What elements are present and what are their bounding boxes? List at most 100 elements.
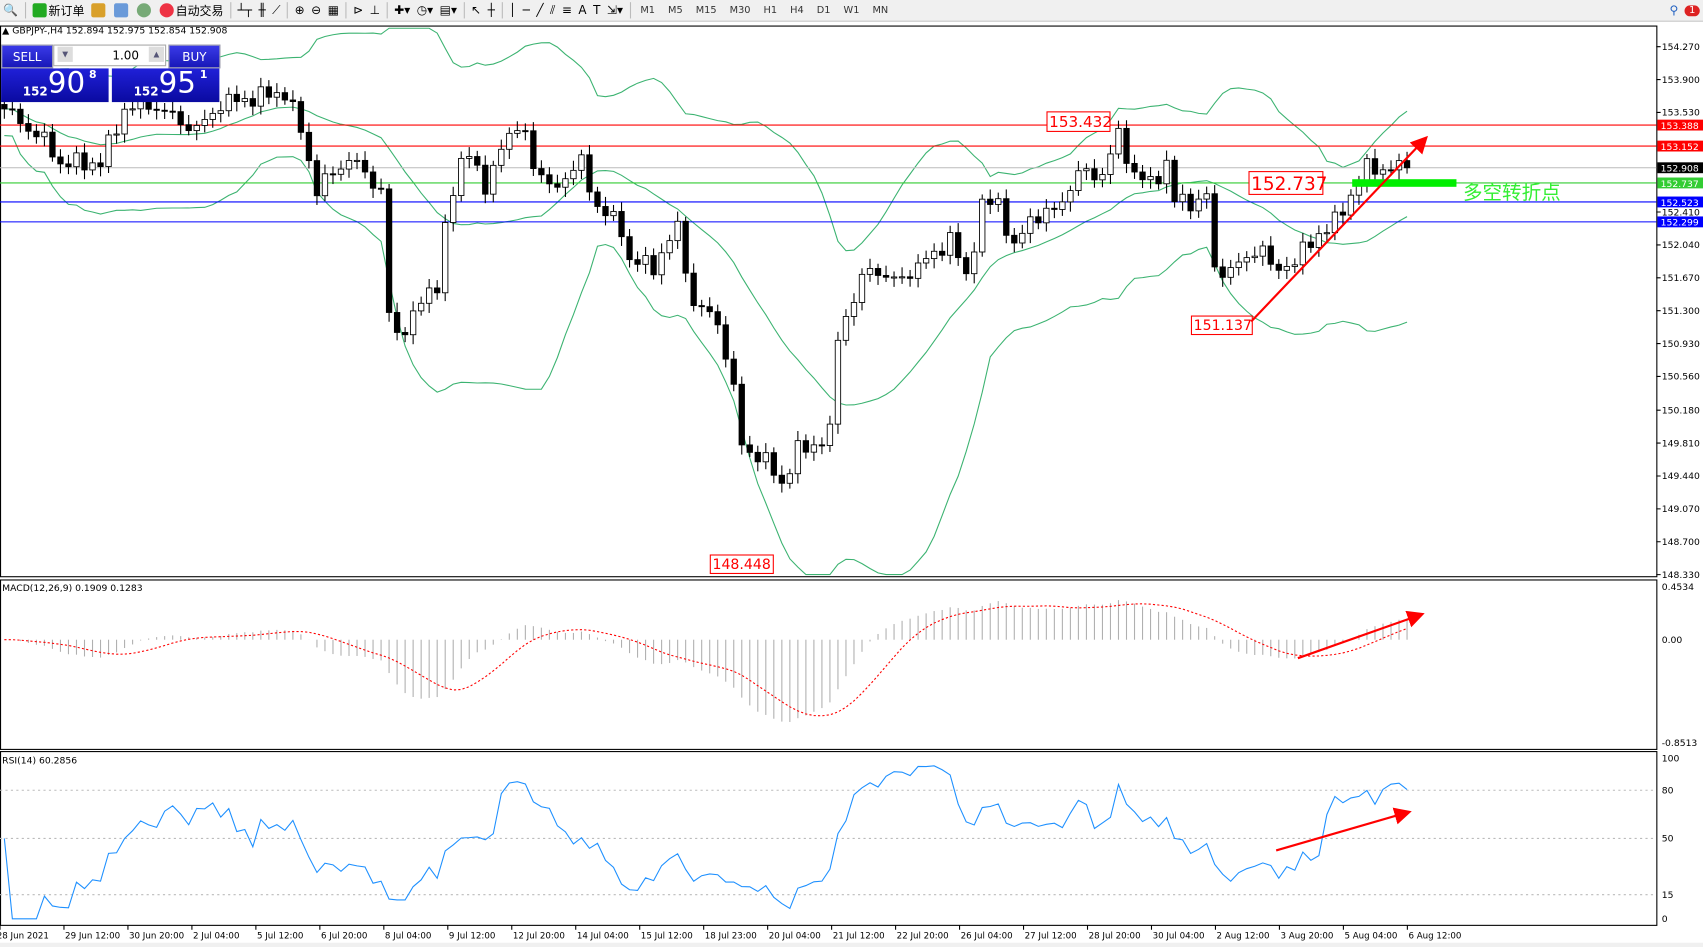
templates-icon[interactable]: ▤▾ (439, 3, 457, 18)
signals-icon[interactable] (133, 0, 156, 21)
timeframe-m15[interactable]: M15 (695, 4, 717, 16)
pivot-label-152737: 152.737 (1251, 174, 1327, 195)
timeframe-m30[interactable]: M30 (729, 4, 751, 16)
fibonacci-icon[interactable]: ≡ (561, 3, 572, 18)
candle-body (1, 104, 8, 110)
candle-body (690, 272, 697, 307)
price-pane (0, 25, 1658, 578)
level-label: 152.523 (1661, 198, 1699, 209)
crosshair-icon[interactable]: ┼ (487, 3, 495, 18)
candle-body (41, 131, 48, 138)
channel-icon[interactable]: ⫽ (550, 2, 556, 17)
candle-body (153, 108, 160, 111)
time-axis-label: 2 Aug 12:00 (1217, 931, 1270, 941)
candle-body (466, 156, 473, 159)
text-label-icon[interactable]: T (593, 3, 601, 18)
lot-increase-button[interactable]: ▲ (148, 46, 165, 62)
rsi-axis-label: 50 (1662, 834, 1674, 845)
candle-body (1043, 207, 1050, 224)
timeframe-mn[interactable]: MN (872, 4, 889, 16)
candle-body (393, 312, 401, 333)
candle-body (169, 110, 176, 113)
candle-body (1243, 257, 1250, 263)
candle-body (450, 195, 457, 223)
trendline-icon[interactable]: ╱ (536, 3, 544, 18)
candle-body (1171, 159, 1178, 203)
timeframe-w1[interactable]: W1 (843, 4, 860, 16)
auto-trading-button[interactable]: 自动交易 (156, 0, 227, 21)
line-chart-icon[interactable]: ⟋ (272, 2, 281, 17)
horizontal-line-icon[interactable]: ─ (522, 3, 530, 18)
candle-body (1235, 261, 1242, 269)
autoscroll-icon[interactable]: ⊳ (353, 3, 364, 18)
zoom-icon[interactable]: 🔍 (3, 3, 19, 18)
candle-body (746, 444, 753, 453)
candle-body (754, 451, 761, 463)
candle-body (866, 268, 874, 275)
timeframe-h1[interactable]: H1 (763, 4, 778, 16)
timeframe-h4[interactable]: H4 (790, 4, 804, 16)
candle-body (1379, 169, 1387, 175)
periods-icon[interactable]: ◷▾ (416, 3, 434, 18)
candle-body (650, 255, 657, 276)
candle-body (273, 92, 281, 98)
candle-body (594, 191, 601, 207)
search-icon[interactable]: ⚲ (1669, 3, 1679, 18)
lot-size-input[interactable]: 1.00 (53, 44, 167, 67)
candle-body (730, 358, 737, 385)
indicators-icon[interactable]: ✚▾ (394, 3, 411, 18)
chart-area[interactable]: 153.388 153.152 152.908 152.737 152.523 152.2… (0, 23, 1703, 947)
candle-body (1331, 211, 1339, 234)
candle-chart-icon[interactable]: ╫ (258, 3, 266, 18)
candle-body (385, 188, 393, 313)
price-axis-label: 151.300 (1662, 306, 1700, 317)
new-order-button[interactable]: 新订单 (29, 0, 88, 21)
candle-body (1011, 234, 1018, 244)
price-axis-label: 148.330 (1662, 570, 1700, 581)
arrows-icon[interactable]: ⇲▾ (606, 3, 623, 18)
candle-body (874, 268, 882, 276)
lot-decrease-button[interactable]: ▼ (57, 46, 73, 62)
candle-body (161, 109, 168, 112)
buy-price-pip: 1 (199, 69, 208, 82)
buy-button[interactable]: BUY (168, 44, 221, 69)
candle-body (305, 131, 313, 162)
time-axis-label: 28 Jul 20:00 (1089, 931, 1141, 941)
sell-button[interactable]: SELL (1, 44, 54, 69)
vertical-line-icon[interactable]: │ (508, 3, 517, 18)
candle-body (401, 332, 409, 336)
candle-body (177, 111, 184, 126)
navigator-icon[interactable] (110, 0, 133, 21)
pivot-label-152737-box (1248, 171, 1324, 195)
zoom-in-icon[interactable]: ⊕ (294, 3, 305, 18)
buy-price[interactable]: 152 95 1 (111, 66, 220, 103)
candle-body (826, 423, 834, 446)
notifications-button[interactable]: 1 (1682, 0, 1703, 21)
cursor-icon[interactable]: ↖ (471, 3, 482, 18)
candle-body (522, 130, 529, 133)
candle-body (17, 108, 24, 124)
low-label-148448: 148.448 (712, 557, 770, 573)
bar-chart-icon[interactable]: ┴┬ (237, 3, 252, 18)
candle-body (1299, 241, 1306, 266)
candle-body (1027, 216, 1034, 234)
candle-body (1083, 168, 1090, 172)
zoom-out-icon[interactable]: ⊖ (311, 3, 322, 18)
tile-windows-icon[interactable]: ▦ (327, 3, 339, 18)
timeframe-m1[interactable]: M1 (640, 4, 656, 16)
candle-body (1307, 241, 1315, 248)
text-icon[interactable]: A (578, 3, 587, 18)
candle-body (193, 125, 200, 132)
level-tag (1657, 196, 1703, 208)
sell-price[interactable]: 152 90 8 (1, 66, 109, 103)
candle-body (1139, 171, 1146, 181)
candle-body (434, 287, 441, 294)
market-watch-icon[interactable] (88, 0, 111, 21)
timeframe-d1[interactable]: D1 (816, 4, 831, 16)
candle-body (113, 133, 120, 136)
candle-body (233, 93, 240, 102)
rsi-axis-label: 0 (1662, 914, 1668, 925)
chart-shift-icon[interactable]: ⊥ (369, 3, 381, 18)
candle-body (1155, 176, 1162, 185)
timeframe-m5[interactable]: M5 (668, 4, 683, 16)
